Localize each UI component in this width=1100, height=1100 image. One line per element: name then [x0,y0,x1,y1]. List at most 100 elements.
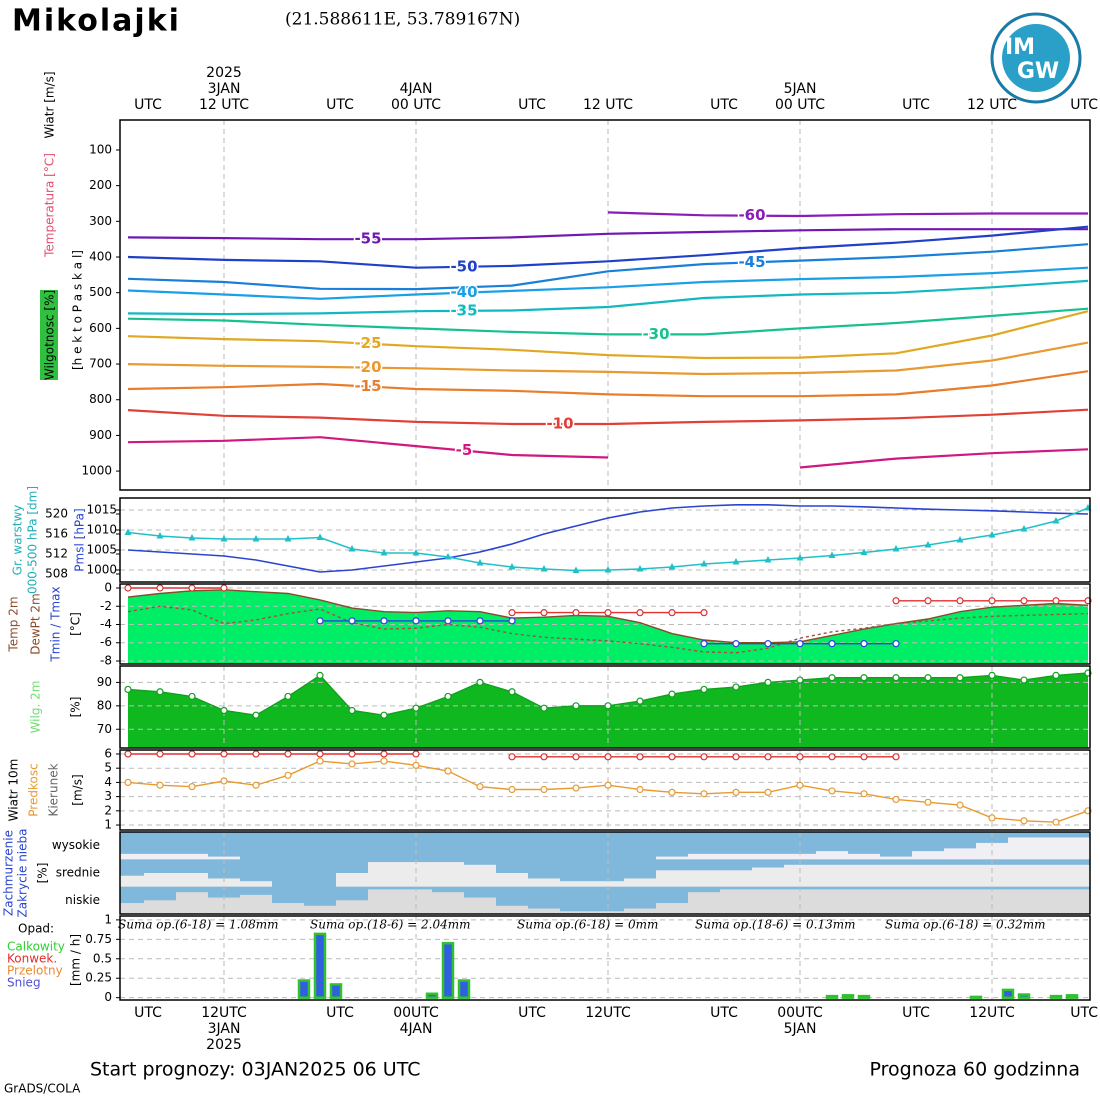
series-line [127,589,1089,644]
cloud-bar [432,862,464,887]
period-sum: Suma op.(6-18) = 1.08mm [118,918,279,932]
y-tick-label: 1 [104,818,112,832]
y-tick-label: 70 [97,722,112,736]
panel-frame [119,119,1091,491]
series-marker [188,783,196,791]
cloud-bar [848,853,880,860]
y-tick-label: 0.75 [85,932,112,946]
series-marker [700,560,708,567]
isotherm [127,228,1088,241]
x-tick-label: 00UTC [393,1005,439,1021]
series-marker [380,549,388,556]
series-marker [348,750,356,758]
x-tick-label: UTC [326,1005,354,1021]
y-tick-label: 400 [89,250,112,264]
series-marker [732,640,740,648]
cloud-bar [592,881,624,887]
series-marker [732,753,740,761]
legend-entry: Calkowity [7,940,65,954]
y-tick-label: 508 [45,567,68,581]
isotherm-label: -55 [354,230,381,248]
cloud-bar [912,864,944,887]
precip-bar [1065,994,1079,999]
cloud-bar [208,856,240,860]
series-marker [860,753,868,761]
series-marker [764,788,772,796]
cloud-bar [784,889,816,914]
cloud-bar [528,908,560,914]
series-marker [124,685,132,694]
cloud-bar [1072,864,1090,887]
panel-frame [119,831,1091,915]
series-marker [764,640,772,648]
series-marker [1052,597,1060,605]
series-line [127,504,1089,573]
series-marker [700,609,708,617]
logo-text: IM [1005,35,1035,60]
series-marker [476,678,484,687]
side-label: Pmsl [hPa] [73,508,87,571]
series-marker [764,678,772,687]
series-marker [508,563,516,570]
series-marker [828,551,836,558]
side-label: Temperatura [°C] [43,153,57,258]
series-marker [860,790,868,798]
series-marker [316,757,324,765]
series-marker [412,704,420,712]
cloud-bar [976,864,1008,887]
precip-bar [329,983,343,999]
y-tick-label: 90 [97,675,112,689]
cloud-bar [816,889,848,914]
y-tick-label: 1010 [86,523,117,537]
cloud-bar [368,862,400,887]
y-tick-label: wysokie [52,838,100,852]
series-marker [956,536,964,543]
series-marker [604,702,612,710]
cloud-bar [688,853,720,860]
series-marker [220,535,228,542]
series-marker [604,781,612,789]
cloud-bar [1008,889,1040,914]
x-tick-label: UTC [134,97,162,113]
x-tick-label: UTC [1070,97,1098,113]
cloud-bar [176,892,208,914]
series-marker [1052,517,1060,524]
series-marker [572,784,580,792]
precip-bar [441,941,455,999]
series-marker [124,778,132,786]
isotherm [127,307,1089,336]
series-marker [732,558,740,565]
legend-entry: Przelotny [7,964,63,978]
side-label: Wilg. 2m [29,681,43,734]
series-marker [732,683,740,691]
cloud-bar [656,856,688,860]
series-marker [700,685,708,694]
x-tick-label: 12 UTC [199,97,249,113]
isotherm-label: -10 [546,414,573,432]
panel-frame [119,749,1091,831]
series-marker [156,688,164,696]
cloud-bar [816,864,848,887]
series-marker [988,814,996,822]
y-tick-label: 1000 [81,464,112,478]
cloud-bar [496,873,528,887]
series-marker [1052,818,1060,826]
cloud-bar [944,848,976,860]
series-marker [156,781,164,789]
y-tick-label: 4 [104,775,112,789]
series-marker [636,753,644,761]
cloud-bar [912,889,944,914]
isotherm-label: -35 [450,301,477,319]
legend-entry: Snieg [7,976,41,990]
series-marker [252,535,260,542]
series-marker [1020,676,1028,684]
cloud-bar [720,870,752,887]
x-tick-label: UTC [326,97,354,113]
precip-bar [313,932,327,999]
coordinates: (21.588611E, 53.789167N) [285,10,520,30]
series-marker [892,545,900,552]
isotherm-label: -5 [456,441,473,459]
cloud-bar [944,864,976,887]
y-tick-label: 5 [104,761,112,775]
x-tick-label: 12UTC [585,1005,631,1021]
